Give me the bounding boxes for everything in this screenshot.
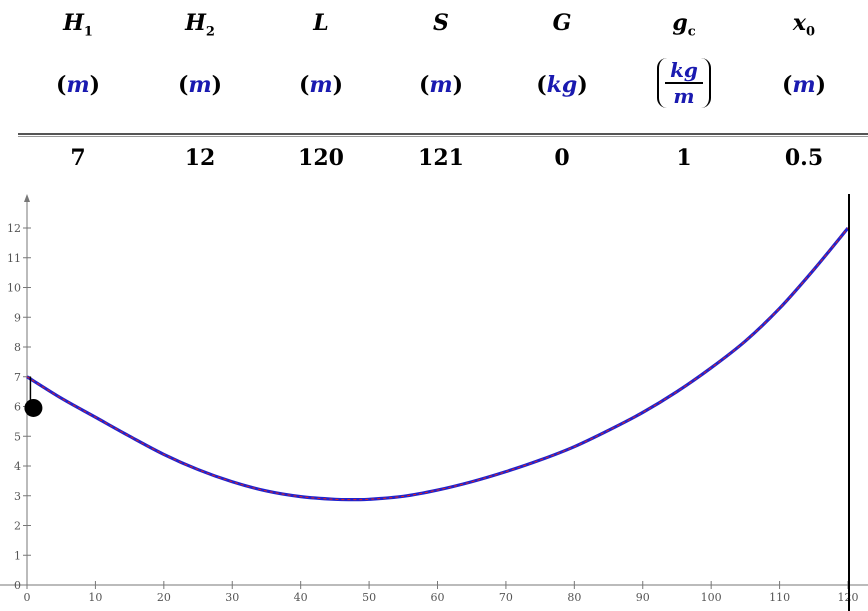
cable-line-overlay — [26, 227, 849, 501]
load-marker — [24, 398, 43, 417]
x-tick-label: 0 — [24, 591, 31, 604]
y-tick-label: 12 — [7, 222, 21, 235]
param-unit: (m) — [418, 72, 464, 98]
y-tick-label: 1 — [14, 549, 21, 562]
x-tick-label: 20 — [157, 591, 171, 604]
param-value[interactable]: 121 — [418, 145, 464, 171]
x-tick-label: 10 — [88, 591, 102, 604]
table-divider-shadow — [18, 136, 868, 137]
x-tick-label: 70 — [499, 591, 513, 604]
param-unit: kg m — [634, 58, 734, 108]
param-unit: (m) — [177, 72, 223, 98]
y-tick-label: 11 — [7, 252, 21, 265]
y-tick-label: 4 — [14, 460, 21, 473]
param-unit: (m) — [55, 72, 101, 98]
x-tick-label: 50 — [362, 591, 376, 604]
param-unit: (kg) — [536, 72, 588, 98]
x-tick-label: 110 — [769, 591, 790, 604]
param-unit: (m) — [298, 72, 344, 98]
unit-fraction: kg m — [657, 58, 711, 108]
y-tick-label: 6 — [14, 401, 21, 414]
param-value[interactable]: 0.5 — [784, 145, 824, 171]
x-tick-label: 90 — [636, 591, 650, 604]
param-value[interactable]: 120 — [298, 145, 344, 171]
param-symbol: L — [313, 10, 329, 36]
y-tick-label: 0 — [14, 579, 21, 592]
param-symbol: S — [433, 10, 449, 36]
param-symbol: G — [552, 10, 572, 36]
y-tick-label: 2 — [14, 520, 21, 533]
y-tick-label: 5 — [14, 430, 21, 443]
param-value[interactable]: 12 — [184, 145, 216, 171]
y-axis-arrow — [24, 194, 30, 202]
y-tick-label: 7 — [14, 371, 21, 384]
x-tick-label: 60 — [431, 591, 445, 604]
cable-plot[interactable]: 0102030405060708090100110120012345678910… — [0, 178, 868, 611]
y-tick-label: 9 — [14, 311, 21, 324]
cable-line — [26, 226, 850, 502]
y-tick-label: 3 — [14, 490, 21, 503]
y-tick-label: 10 — [7, 282, 21, 295]
param-symbol: H1 — [63, 10, 93, 40]
table-divider — [18, 133, 868, 135]
param-symbol: x0 — [792, 10, 816, 40]
param-symbol: H2 — [185, 10, 215, 40]
y-tick-label: 8 — [14, 341, 21, 354]
x-tick-label: 100 — [701, 591, 722, 604]
x-tick-label: 80 — [567, 591, 581, 604]
param-symbol: gc — [672, 10, 696, 40]
param-value[interactable]: 7 — [70, 145, 86, 171]
x-tick-label: 30 — [225, 591, 239, 604]
param-value[interactable]: 0 — [554, 145, 570, 171]
param-value[interactable]: 1 — [676, 145, 692, 171]
parameter-table: H1 (m) 7 H2 (m) 12 L (m) 120 S (m) 121 G… — [18, 0, 868, 178]
x-tick-label: 40 — [294, 591, 308, 604]
param-unit: (m) — [781, 72, 827, 98]
